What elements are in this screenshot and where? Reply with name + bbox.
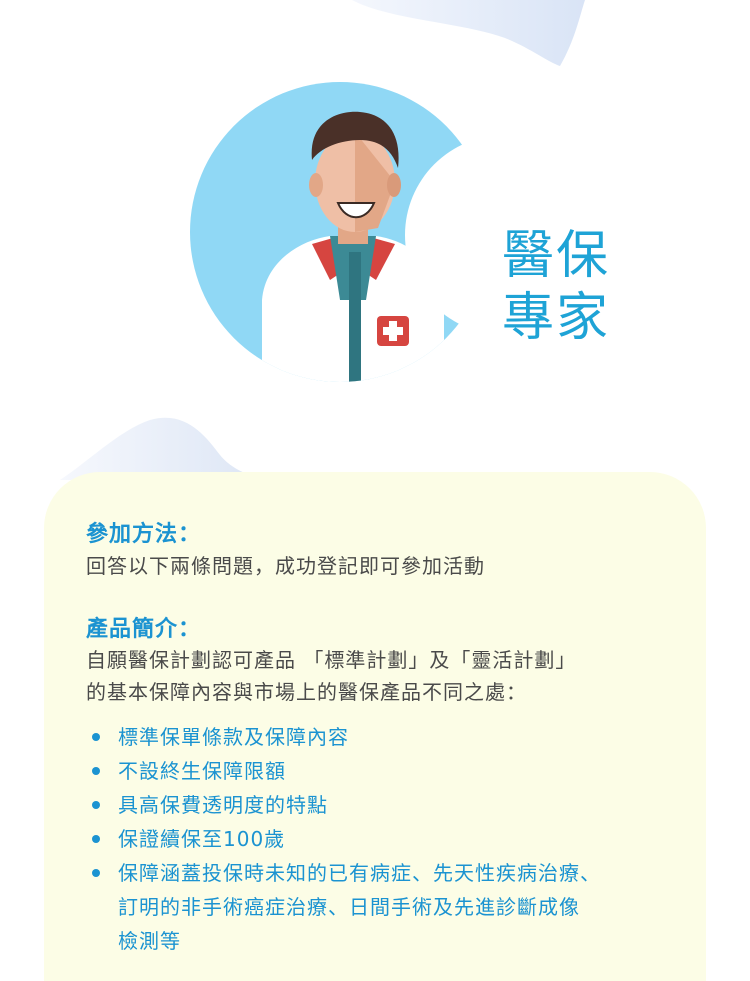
list-item: 保證續保至100歲: [92, 822, 678, 856]
bottom-wave-shape: [60, 417, 262, 480]
bullet-dot: [92, 767, 100, 775]
title-line-1: 醫保: [502, 226, 611, 286]
method-text: 回答以下兩條問題，成功登記即可參加活動: [86, 554, 485, 578]
info-card: [44, 472, 706, 981]
list-item: 標準保單條款及保障內容: [92, 720, 678, 754]
list-item: 不設終生保障限額: [92, 754, 678, 788]
bullet-dot: [92, 733, 100, 741]
product-heading: 產品簡介：: [86, 617, 202, 642]
top-wave-shape: [352, 0, 585, 66]
bullet-dot: [92, 869, 100, 877]
product-text-line-1: 自願醫保計劃認可產品 「標準計劃」及「靈活計劃」: [86, 648, 577, 672]
red-cross-icon: [377, 316, 409, 346]
bullet-dot: [92, 835, 100, 843]
product-text-line-2: 的基本保障內容與市場上的醫保產品不同之處：: [86, 680, 527, 704]
list-item-line: 訂明的非手術癌症治療、日間手術及先進診斷成像: [118, 895, 580, 919]
header-illustration: [60, 0, 605, 480]
feature-list: 標準保單條款及保障內容 不設終生保障限額 具高保費透明度的特點 保證續保至100…: [92, 720, 678, 958]
bullet-dot: [92, 801, 100, 809]
title-line-2: 專家: [502, 288, 611, 348]
list-item-line: 保障涵蓋投保時未知的已有病症、先天性疾病治療、: [118, 861, 601, 885]
list-item: 保障涵蓋投保時未知的已有病症、先天性疾病治療、 訂明的非手術癌症治療、日間手術及先…: [92, 856, 678, 958]
list-item: 具高保費透明度的特點: [92, 788, 678, 822]
method-heading: 參加方法：: [86, 522, 202, 547]
list-item-line: 檢測等: [118, 929, 181, 953]
